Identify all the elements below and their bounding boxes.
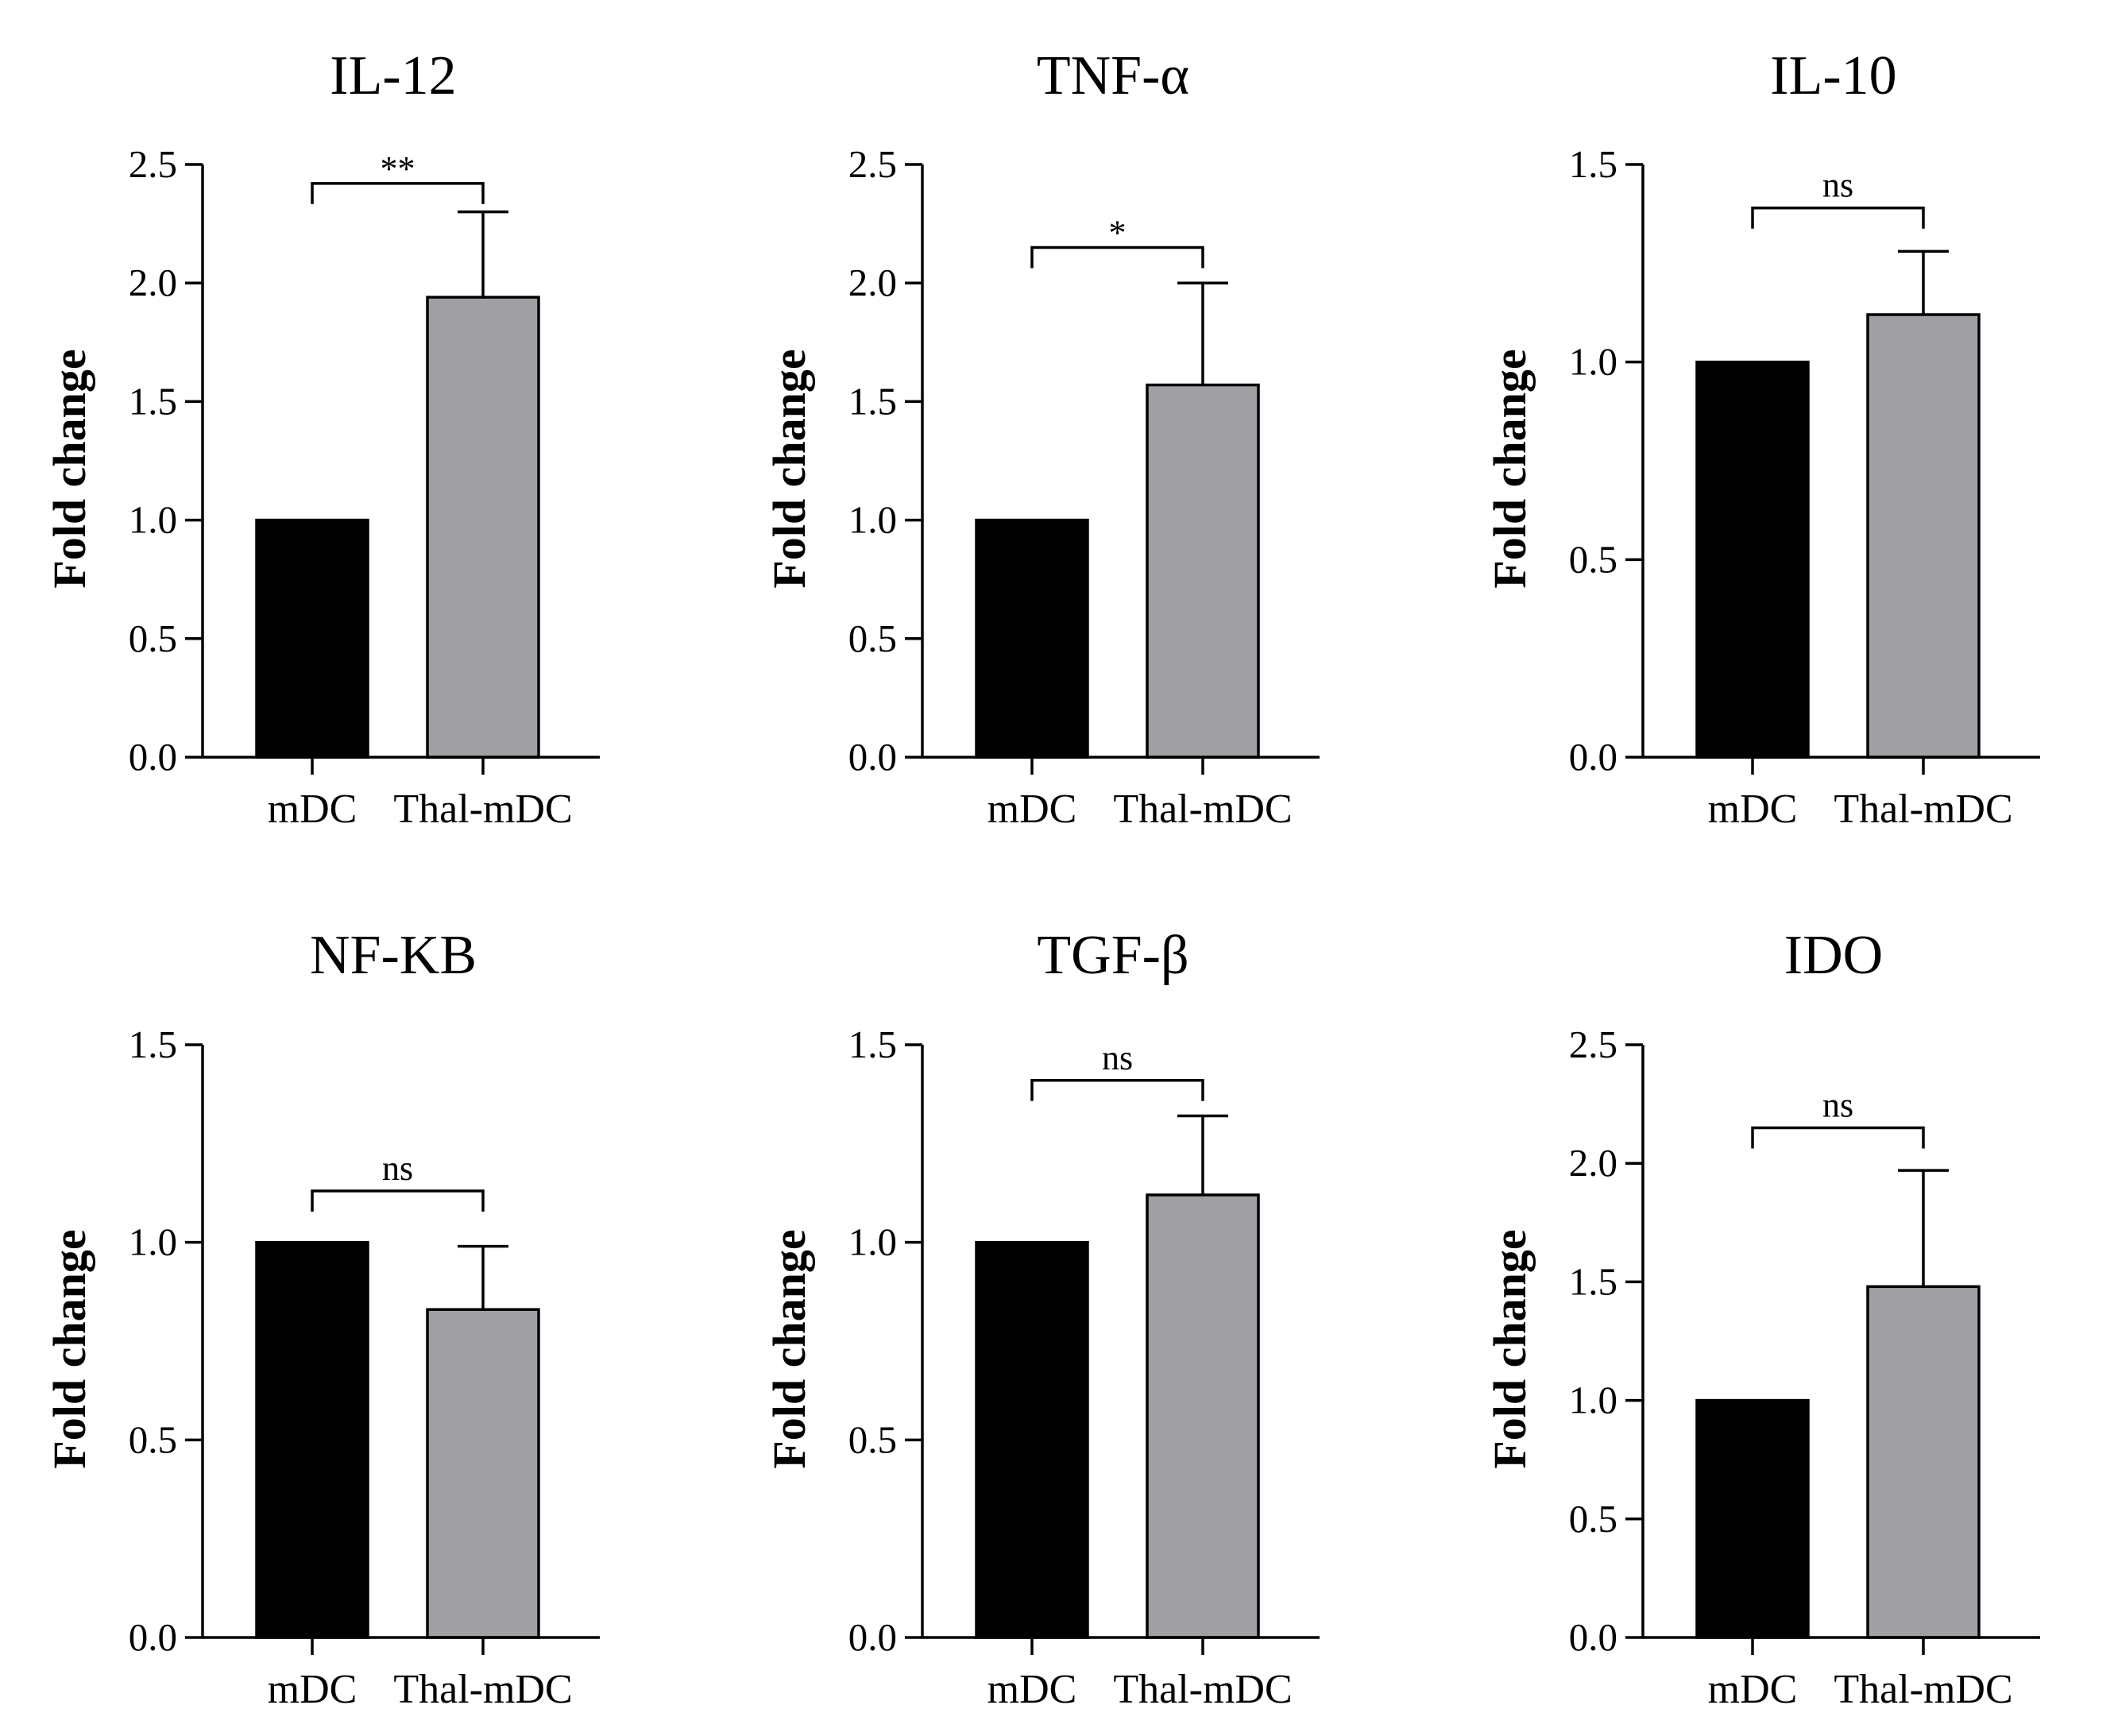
y-tick-label: 0.5 <box>848 1417 897 1461</box>
y-tick-label: 0.0 <box>848 735 897 779</box>
y-tick-label: 1.0 <box>848 498 897 542</box>
y-tick-label: 0.0 <box>129 1615 177 1659</box>
chart-panel-2: TNF-α Fold change 0.0 0.5 1.0 1.5 2.0 2.5 mDC Tha… <box>763 45 1320 832</box>
y-tick-label: 2.5 <box>1569 1023 1617 1066</box>
chart-panel-4: NF-KB Fold change 0.0 0.5 1.0 1.5 mDC Thal-mDC n… <box>44 925 600 1712</box>
x-tick-label-thal-mdc: Thal-mDC <box>1113 1667 1292 1712</box>
significance-label: ns <box>1822 166 1853 205</box>
bar-mdc <box>255 518 369 759</box>
y-axis-label: Fold change <box>763 349 815 588</box>
significance-bracket <box>1030 1079 1204 1101</box>
x-tick-label-mdc: mDC <box>268 787 357 832</box>
y-tick-label: 0.0 <box>1569 1615 1617 1659</box>
y-tick-label: 1.5 <box>848 1023 897 1066</box>
y-tick-label: 2.0 <box>1569 1141 1617 1185</box>
chart-title: IDO <box>1784 925 1883 986</box>
significance-label: * <box>1109 213 1127 252</box>
chart-panel-3: IL-10 Fold change 0.0 0.5 1.0 1.5 mDC Thal-mDC n… <box>1484 45 2040 832</box>
bar-thal-mdc <box>1146 1193 1260 1639</box>
y-tick-label: 1.0 <box>129 1220 177 1264</box>
y-tick-label: 2.5 <box>129 142 177 186</box>
y-tick-label: 0.0 <box>1569 735 1617 779</box>
y-tick-label: 1.5 <box>1569 142 1617 186</box>
y-tick-label: 1.5 <box>1569 1259 1617 1303</box>
chart-title: NF-KB <box>310 925 477 986</box>
y-tick-label: 1.0 <box>1569 340 1617 384</box>
x-tick-label-thal-mdc: Thal-mDC <box>1834 787 2012 832</box>
y-tick-label: 2.5 <box>848 142 897 186</box>
y-tick-label: 2.0 <box>848 261 897 304</box>
x-tick-label-mdc: mDC <box>987 1667 1077 1712</box>
y-tick-label: 0.5 <box>129 617 177 660</box>
chart-title: TGF-β <box>1037 925 1188 986</box>
chart-title: IL-12 <box>330 45 456 106</box>
bar-mdc <box>975 518 1089 759</box>
bar-mdc <box>1695 1398 1810 1639</box>
significance-bracket <box>311 1189 485 1212</box>
y-axis-label: Fold change <box>763 1229 815 1468</box>
significance-label: ns <box>1102 1038 1133 1077</box>
chart-title: IL-10 <box>1770 45 1896 106</box>
significance-label: ns <box>382 1149 413 1188</box>
y-tick-label: 1.5 <box>848 379 897 423</box>
x-tick-label-mdc: mDC <box>268 1667 357 1712</box>
y-tick-label: 0.0 <box>848 1615 897 1659</box>
bar-thal-mdc <box>1866 313 1981 759</box>
bar-thal-mdc <box>1866 1285 1981 1639</box>
y-tick-label: 1.5 <box>129 379 177 423</box>
y-axis-label: Fold change <box>1484 1229 1536 1468</box>
significance-label: ns <box>1822 1085 1853 1124</box>
x-tick-label-mdc: mDC <box>987 787 1077 832</box>
y-tick-label: 1.5 <box>129 1023 177 1066</box>
y-axis-label: Fold change <box>1484 349 1536 588</box>
y-axis-label: Fold change <box>44 1229 95 1468</box>
bar-thal-mdc <box>426 296 540 759</box>
y-tick-label: 1.0 <box>848 1220 897 1264</box>
significance-bracket <box>1751 1126 1925 1149</box>
significance-bracket <box>1030 246 1204 269</box>
y-tick-label: 0.5 <box>848 617 897 660</box>
y-tick-label: 0.5 <box>1569 1497 1617 1541</box>
x-tick-label-thal-mdc: Thal-mDC <box>1834 1667 2012 1712</box>
bar-thal-mdc <box>426 1308 540 1639</box>
x-tick-label-thal-mdc: Thal-mDC <box>1113 787 1292 832</box>
bar-mdc <box>1695 360 1810 759</box>
bar-mdc <box>975 1240 1089 1639</box>
y-tick-label: 1.0 <box>1569 1378 1617 1422</box>
significance-label: ** <box>381 149 415 188</box>
x-tick-label-mdc: mDC <box>1708 787 1798 832</box>
x-tick-label-thal-mdc: Thal-mDC <box>393 787 572 832</box>
bar-mdc <box>255 1240 369 1639</box>
significance-bracket <box>1751 206 1925 229</box>
y-tick-label: 0.5 <box>129 1417 177 1461</box>
x-tick-label-thal-mdc: Thal-mDC <box>393 1667 572 1712</box>
bar-thal-mdc <box>1146 383 1260 759</box>
y-tick-label: 2.0 <box>129 261 177 304</box>
chart-panel-5: TGF-β Fold change 0.0 0.5 1.0 1.5 mDC Thal-mDC n… <box>763 925 1320 1712</box>
y-axis-label: Fold change <box>44 349 95 588</box>
chart-panel-1: IL-12 Fold change 0.0 0.5 1.0 1.5 2.0 2.5 mDC Tha… <box>44 45 600 832</box>
y-tick-label: 1.0 <box>129 498 177 542</box>
chart-panel-6: IDO Fold change 0.0 0.5 1.0 1.5 2.0 2.5 mDC Thal-… <box>1484 925 2040 1712</box>
y-tick-label: 0.5 <box>1569 537 1617 581</box>
chart-title: TNF-α <box>1037 45 1189 106</box>
significance-bracket <box>311 182 485 204</box>
x-tick-label-mdc: mDC <box>1708 1667 1798 1712</box>
y-tick-label: 0.0 <box>129 735 177 779</box>
